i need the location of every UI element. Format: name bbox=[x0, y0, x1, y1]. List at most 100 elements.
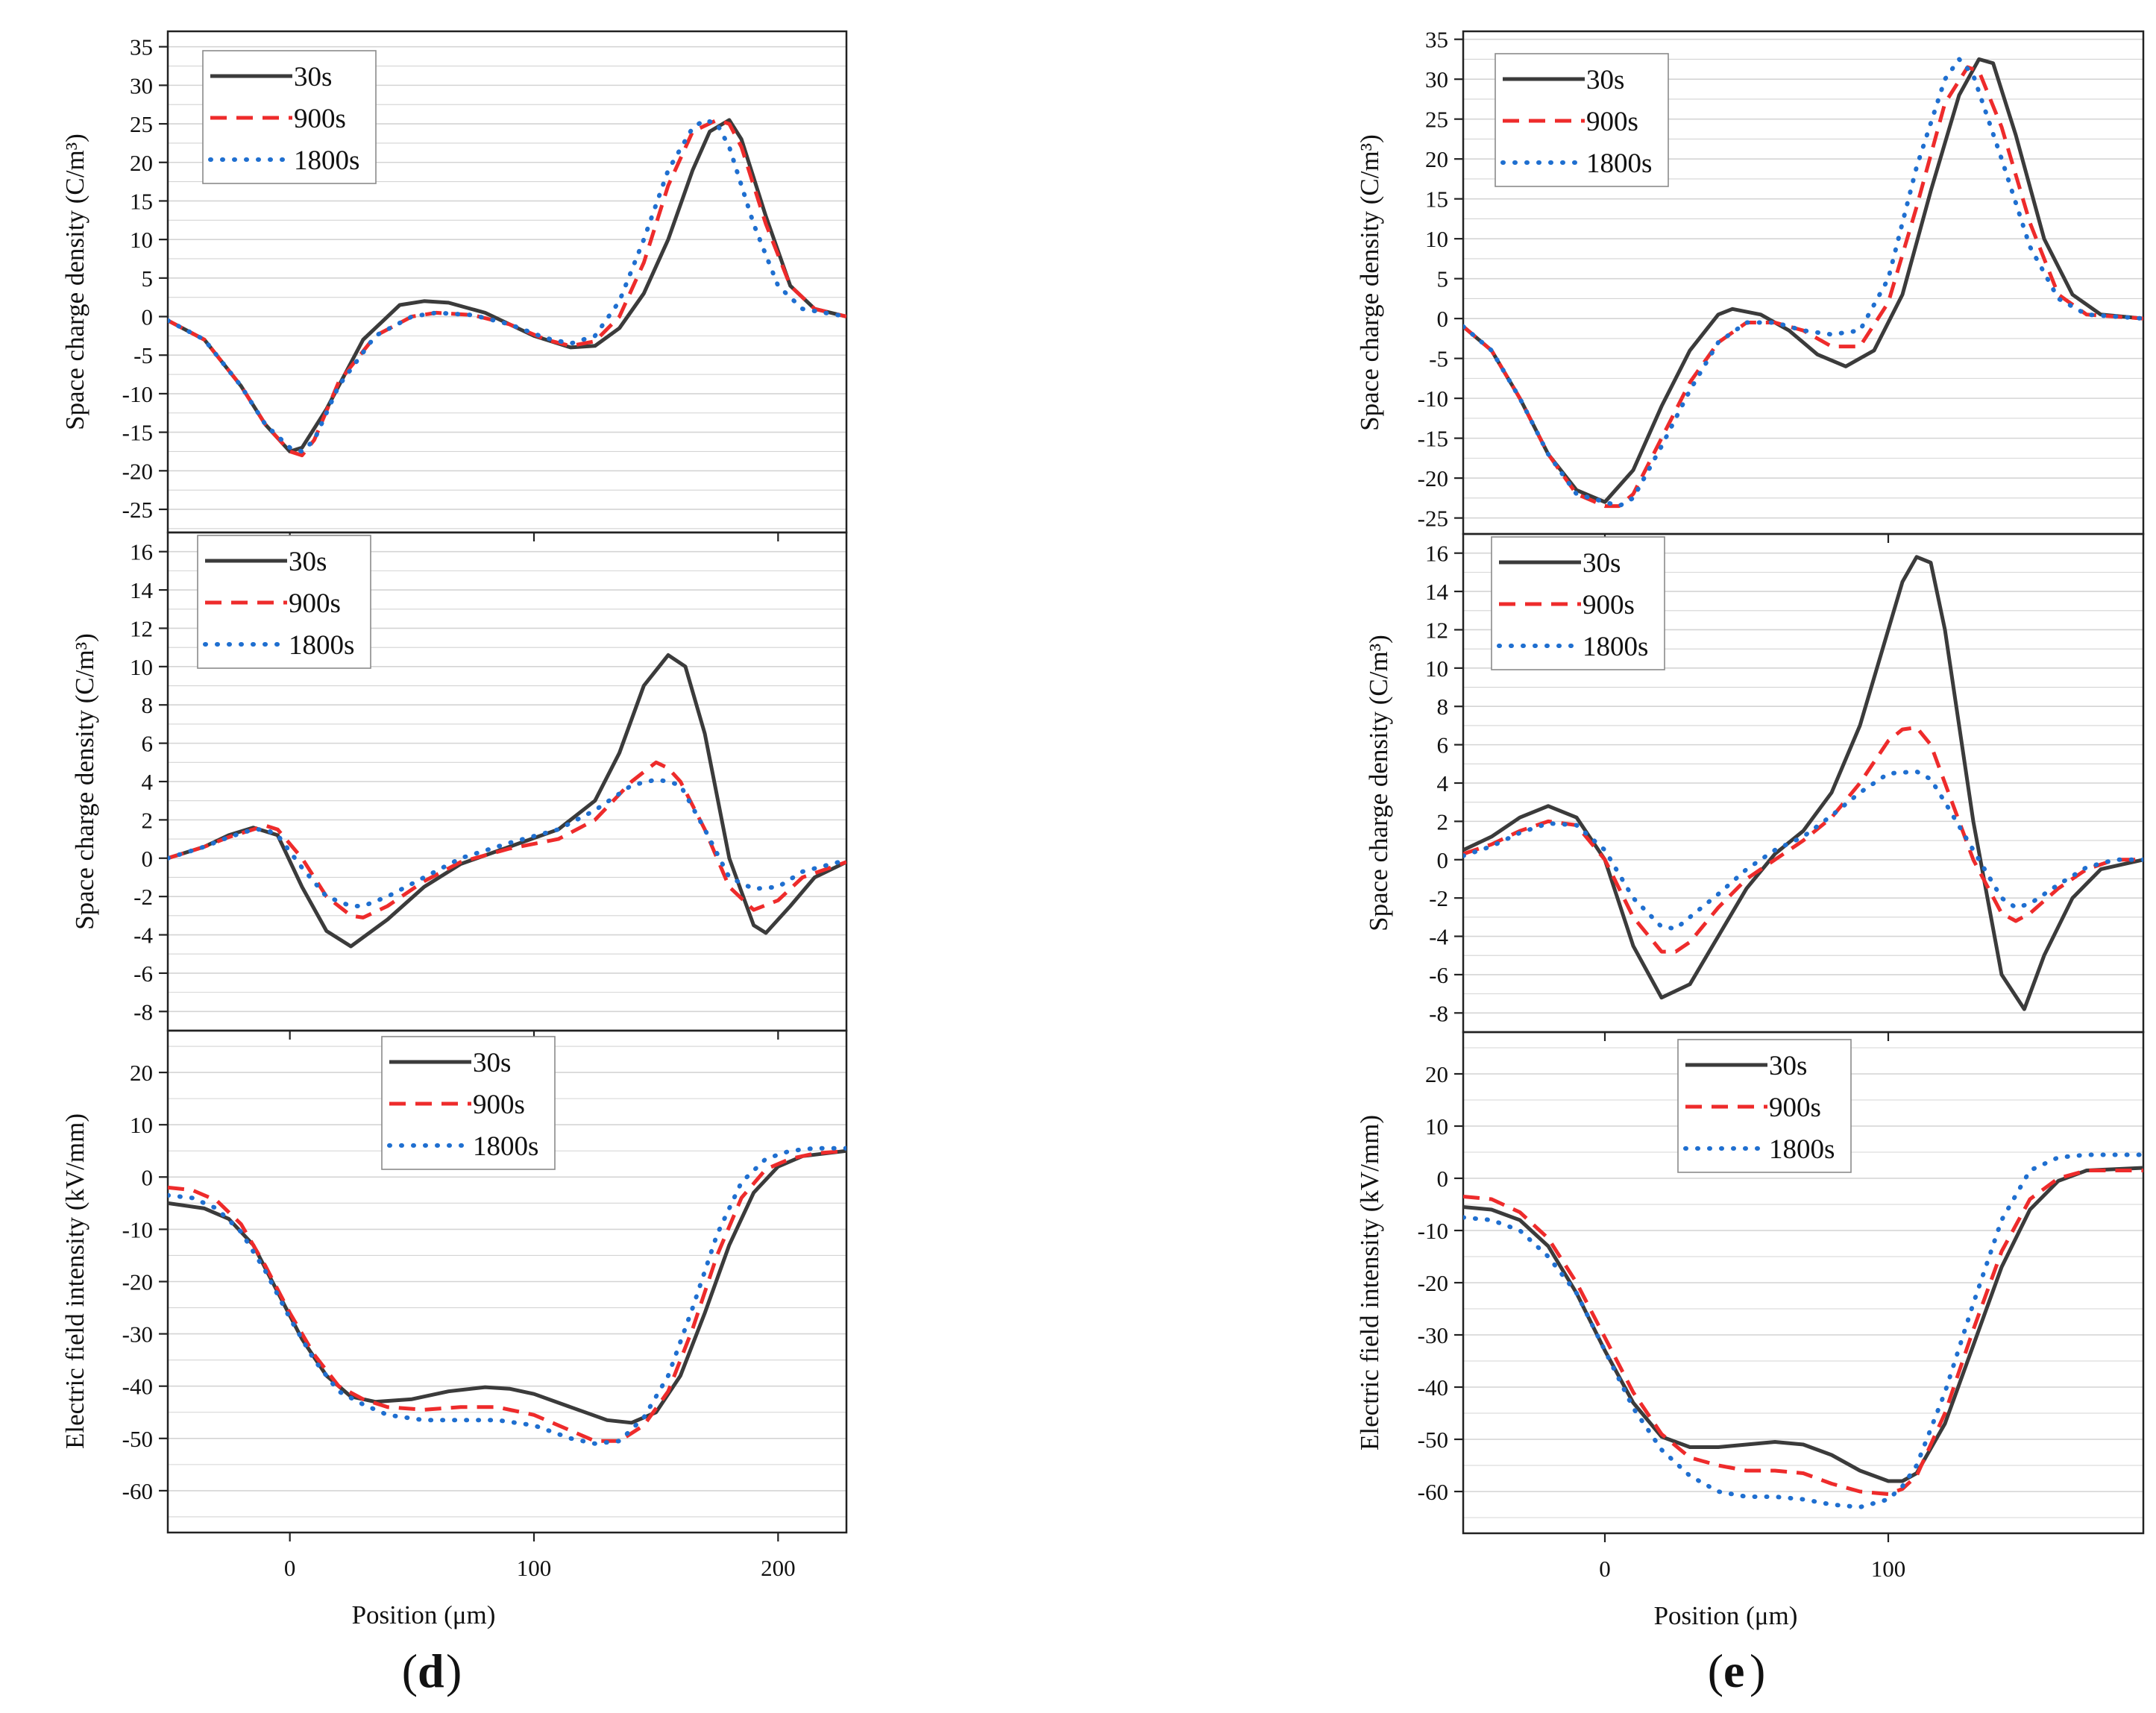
y-tick-label: 30 bbox=[1425, 66, 1448, 92]
y-tick-label: -15 bbox=[122, 420, 153, 446]
legend-label-1800s: 1800s bbox=[1586, 148, 1652, 179]
series-line-1800s bbox=[168, 117, 846, 454]
y-tick-label: 10 bbox=[1425, 656, 1448, 682]
y-tick-label: 20 bbox=[1425, 146, 1448, 172]
series-line-1800s bbox=[1463, 1152, 2143, 1509]
panel-e-label: ( e ) bbox=[1708, 1644, 1766, 1697]
y-tick-label: 0 bbox=[142, 846, 154, 872]
y-tick-label: 25 bbox=[130, 111, 153, 137]
chart-e-mid: -8 -6 -4 -2 0 2 4 6 8 10 12 14 16 Space charge densit… bbox=[1364, 532, 2145, 1041]
y-tick-label: 14 bbox=[1425, 579, 1449, 605]
y-tick-label: -10 bbox=[122, 1216, 153, 1242]
y-tick-label: 20 bbox=[1425, 1061, 1448, 1087]
y-tick-label: 0 bbox=[1437, 847, 1449, 873]
y-tick-label: -20 bbox=[122, 1269, 153, 1295]
y-tick-label: 0 bbox=[1437, 1166, 1449, 1192]
legend-label-30s: 30s bbox=[1769, 1051, 1807, 1081]
y-tick-label: -2 bbox=[1429, 885, 1448, 911]
y-tick-label: -30 bbox=[1418, 1322, 1448, 1348]
legend-label-900s: 900s bbox=[294, 104, 346, 134]
y-tick-label: 25 bbox=[1425, 107, 1448, 133]
y-tick-label: -20 bbox=[1418, 465, 1448, 491]
legend: 30s 900s 1800s bbox=[1491, 536, 1665, 670]
y-axis-title: Space charge density (C/m³) bbox=[70, 633, 99, 930]
series-line-1800s bbox=[168, 777, 846, 908]
y-tick-label: 6 bbox=[1437, 732, 1449, 758]
x-tick-label: 200 bbox=[761, 1555, 796, 1581]
series-line-1800s bbox=[1463, 57, 2143, 509]
y-tick-label: 4 bbox=[1437, 770, 1449, 796]
series-line-900s bbox=[168, 118, 846, 458]
legend: 30s 900s 1800s bbox=[1677, 1039, 1852, 1173]
y-tick-label: -25 bbox=[1418, 506, 1448, 532]
y-tick-label: 10 bbox=[130, 654, 153, 680]
panel-d-label: ( d ) bbox=[402, 1644, 462, 1697]
chart-d-mid: -8 -6 -4 -2 0 2 4 6 8 10 12 14 16 Space charge densit… bbox=[70, 531, 848, 1040]
x-axis-title: Position (μm) bbox=[1654, 1601, 1798, 1630]
series-line-900s bbox=[1463, 65, 2143, 509]
x-tick-label: 100 bbox=[1871, 1556, 1906, 1582]
y-tick-label: -5 bbox=[133, 342, 153, 368]
y-tick-label: -6 bbox=[1429, 962, 1448, 988]
y-tick-label: -10 bbox=[122, 381, 153, 407]
legend-label-900s: 900s bbox=[289, 588, 341, 619]
y-tick-label: 35 bbox=[1425, 27, 1448, 53]
legend-label-900s: 900s bbox=[1769, 1093, 1821, 1123]
panel-d-close-paren: ) bbox=[446, 1644, 462, 1697]
x-tick-label: 100 bbox=[517, 1555, 552, 1581]
panel-d-letter: d bbox=[418, 1644, 444, 1697]
y-tick-label: -4 bbox=[133, 922, 153, 949]
y-tick-label: -15 bbox=[1418, 426, 1448, 452]
y-tick-label: 16 bbox=[1425, 541, 1448, 567]
y-axis-title: Space charge density (C/m³) bbox=[1364, 635, 1393, 931]
y-tick-label: 5 bbox=[1437, 266, 1449, 292]
y-tick-label: 15 bbox=[130, 188, 153, 214]
y-axis-title: Electric field intensity (kV/mm) bbox=[1355, 1115, 1384, 1450]
legend-label-900s: 900s bbox=[1583, 590, 1635, 620]
legend: 30s 900s 1800s bbox=[202, 50, 377, 184]
legend-label-30s: 30s bbox=[1586, 65, 1624, 95]
legend-label-1800s: 1800s bbox=[1769, 1134, 1835, 1165]
y-tick-label: -50 bbox=[1418, 1427, 1448, 1453]
y-tick-label: -2 bbox=[133, 884, 153, 910]
y-tick-label: 16 bbox=[130, 539, 153, 565]
chart-d-top: -25 -20 -15 -10 -5 0 5 10 15 20 25 30 35 Space charge… bbox=[60, 30, 848, 541]
y-tick-label: -60 bbox=[1418, 1479, 1448, 1505]
y-tick-label: 0 bbox=[142, 1164, 154, 1190]
legend: 30s 900s 1800s bbox=[197, 535, 371, 669]
panel-e-close-paren: ) bbox=[1750, 1644, 1765, 1697]
legend-label-900s: 900s bbox=[1586, 107, 1638, 137]
y-tick-label: -6 bbox=[133, 961, 153, 987]
x-axis-title: Position (μm) bbox=[352, 1600, 496, 1629]
y-tick-label: 8 bbox=[1437, 694, 1449, 720]
legend-label-1800s: 1800s bbox=[294, 145, 359, 176]
series-line-1800s bbox=[168, 1145, 846, 1446]
series-line-900s bbox=[168, 760, 846, 920]
series-line-900s bbox=[1463, 726, 2143, 954]
legend-label-900s: 900s bbox=[473, 1090, 525, 1120]
y-tick-label: 10 bbox=[1425, 226, 1448, 252]
x-tick-label: 0 bbox=[284, 1555, 296, 1581]
y-tick-label: 5 bbox=[142, 265, 154, 292]
y-tick-label: -30 bbox=[122, 1321, 153, 1348]
y-tick-label: 10 bbox=[1425, 1113, 1448, 1140]
y-tick-label: 20 bbox=[130, 1060, 153, 1086]
series-line-30s bbox=[1463, 57, 2143, 504]
y-tick-label: -25 bbox=[122, 497, 153, 523]
series-line-1800s bbox=[1463, 769, 2143, 931]
y-axis-title: Space charge density (C/m³) bbox=[60, 133, 89, 430]
y-tick-label: 30 bbox=[130, 72, 153, 98]
legend-label-30s: 30s bbox=[1583, 548, 1621, 579]
legend-label-30s: 30s bbox=[289, 547, 327, 577]
y-tick-label: 2 bbox=[1437, 808, 1449, 835]
y-tick-label: 14 bbox=[130, 577, 154, 603]
series-line-30s bbox=[1463, 1166, 2143, 1483]
panel-e-open-paren: ( bbox=[1708, 1644, 1723, 1697]
y-tick-label: -40 bbox=[122, 1374, 153, 1400]
y-tick-label: 15 bbox=[1425, 186, 1448, 213]
y-tick-label: 12 bbox=[130, 615, 153, 641]
x-tick-label: 0 bbox=[1599, 1556, 1611, 1582]
y-axis-title: Space charge density (C/m³) bbox=[1355, 134, 1384, 431]
